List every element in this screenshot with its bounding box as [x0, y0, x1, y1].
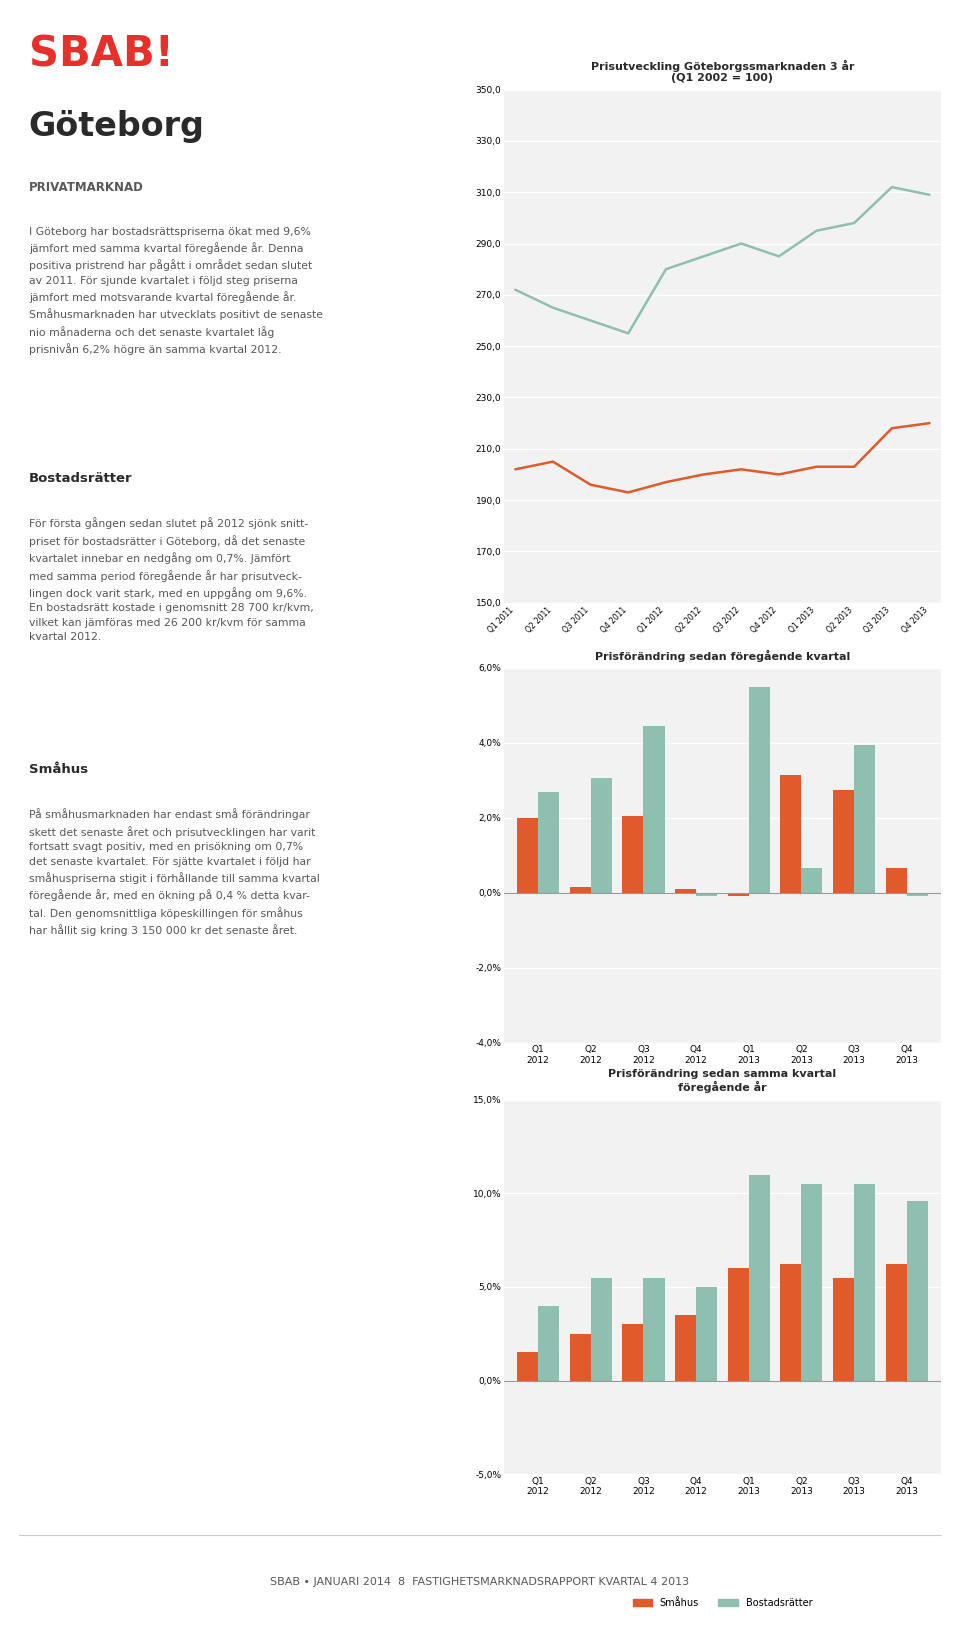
Bar: [906, 1201, 927, 1381]
Text: Bostadsrätter: Bostadsrätter: [29, 472, 132, 485]
Text: I Göteborg har bostadsrättspriserna ökat med 9,6%
jämfort med samma kvartal före: I Göteborg har bostadsrättspriserna ökat…: [29, 226, 323, 355]
Text: SBAB • JANUARI 2014  8  FASTIGHETSMARKNADSRAPPORT KVARTAL 4 2013: SBAB • JANUARI 2014 8 FASTIGHETSMARKNADS…: [271, 1577, 689, 1587]
Text: PRIVATMARKNAD: PRIVATMARKNAD: [29, 181, 144, 194]
Bar: [539, 792, 560, 893]
Bar: [728, 1267, 749, 1381]
Bar: [696, 893, 717, 896]
Legend: Småhus, Bostadsrätter: Småhus, Bostadsrätter: [629, 1595, 816, 1611]
Bar: [570, 888, 590, 893]
Text: Göteborg: Göteborg: [29, 111, 204, 143]
Text: På småhusmarknaden har endast små förändringar
skett det senaste året och prisut: På småhusmarknaden har endast små föränd…: [29, 808, 320, 937]
Bar: [570, 1334, 590, 1381]
Bar: [622, 816, 643, 893]
Legend: Småhus, Bostadsrätter: Småhus, Bostadsrätter: [629, 1163, 816, 1179]
Bar: [833, 790, 854, 893]
Bar: [749, 687, 770, 893]
Bar: [885, 868, 906, 893]
Bar: [643, 1277, 664, 1381]
Bar: [590, 779, 612, 893]
Bar: [749, 1175, 770, 1381]
Bar: [780, 775, 802, 893]
Bar: [643, 727, 664, 893]
Bar: [675, 889, 696, 893]
Legend: Småhus, Bostadsrätter: Småhus, Bostadsrätter: [629, 785, 816, 803]
Text: SBAB!: SBAB!: [29, 34, 174, 75]
Bar: [854, 1184, 875, 1381]
Bar: [780, 1264, 802, 1381]
Bar: [517, 818, 539, 893]
Text: Småhus: Småhus: [29, 762, 88, 775]
Bar: [590, 1277, 612, 1381]
Bar: [675, 1315, 696, 1381]
Bar: [517, 1352, 539, 1381]
Bar: [696, 1287, 717, 1381]
Title: Prisförändring sedan samma kvartal
föregående år: Prisförändring sedan samma kvartal föreg…: [609, 1069, 836, 1093]
Bar: [539, 1306, 560, 1381]
Title: Prisförändring sedan föregående kvartal: Prisförändring sedan föregående kvartal: [595, 650, 850, 661]
Bar: [802, 868, 823, 893]
Title: Prisutveckling Göteborgssmarknaden 3 år
(Q1 2002 = 100): Prisutveckling Göteborgssmarknaden 3 år …: [590, 60, 854, 83]
Bar: [728, 893, 749, 896]
Bar: [885, 1264, 906, 1381]
Bar: [906, 893, 927, 896]
Bar: [833, 1277, 854, 1381]
Bar: [802, 1184, 823, 1381]
Bar: [622, 1324, 643, 1381]
Text: För första gången sedan slutet på 2012 sjönk snitt-
priset för bostadsrätter i G: För första gången sedan slutet på 2012 s…: [29, 518, 314, 642]
Bar: [854, 744, 875, 893]
